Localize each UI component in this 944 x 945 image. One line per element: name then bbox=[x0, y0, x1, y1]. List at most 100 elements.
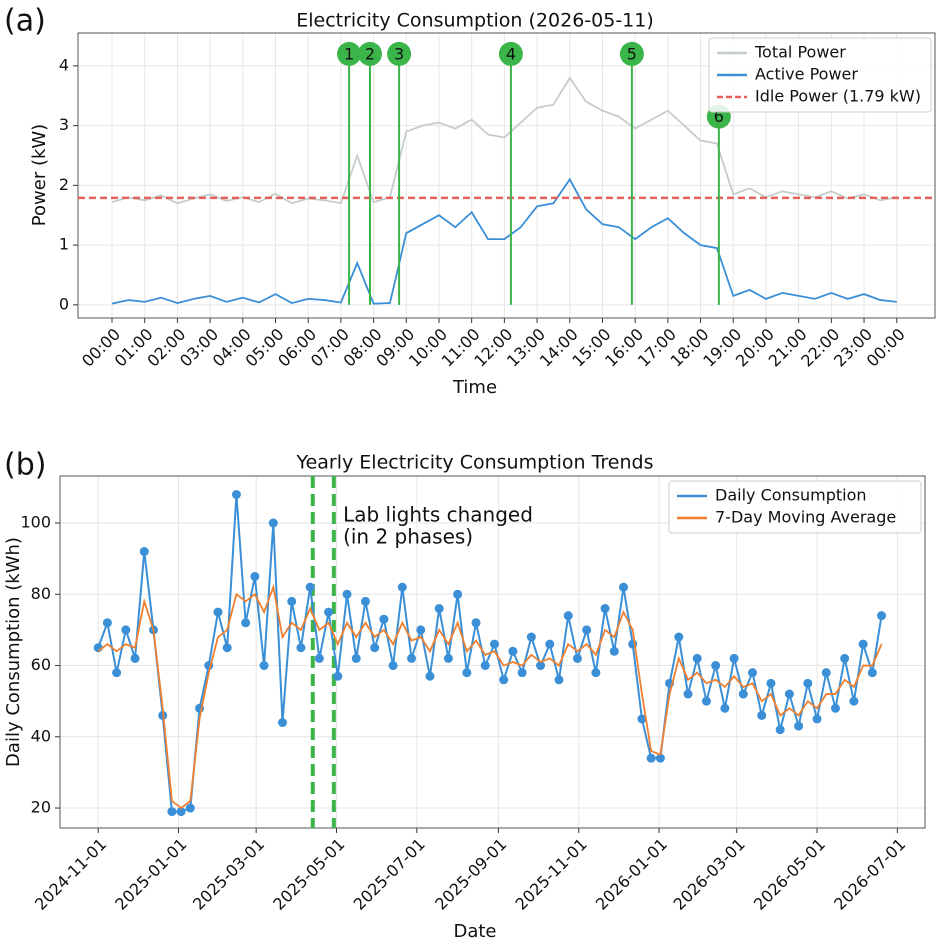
data-point bbox=[416, 625, 426, 635]
y-tick-label: 0 bbox=[59, 294, 69, 313]
data-point bbox=[600, 604, 610, 614]
plot-frame bbox=[59, 475, 926, 829]
legend-box bbox=[668, 480, 922, 534]
data-point bbox=[729, 653, 739, 663]
data-point bbox=[794, 721, 804, 731]
y-tick-label: 20 bbox=[31, 798, 51, 817]
data-point bbox=[536, 661, 546, 671]
data-point bbox=[231, 490, 241, 500]
event-label: 3 bbox=[394, 44, 404, 63]
y-tick-label: 100 bbox=[20, 513, 51, 532]
data-point bbox=[351, 653, 361, 663]
data-point bbox=[554, 675, 564, 685]
y-tick-label: 80 bbox=[31, 584, 51, 603]
event-marker bbox=[387, 41, 412, 66]
data-point bbox=[333, 671, 343, 681]
data-point bbox=[830, 703, 840, 713]
y-tick-label: 60 bbox=[31, 655, 51, 674]
data-point bbox=[784, 689, 794, 699]
data-point bbox=[748, 668, 758, 678]
data-point bbox=[720, 703, 730, 713]
event-marker bbox=[357, 41, 382, 66]
chart-title: Electricity Consumption (2026-05-11) bbox=[296, 10, 654, 32]
event-marker bbox=[337, 41, 362, 66]
data-point bbox=[609, 646, 619, 656]
data-point bbox=[489, 639, 499, 649]
data-point bbox=[646, 753, 656, 763]
data-point bbox=[360, 596, 370, 606]
data-point bbox=[711, 661, 721, 671]
data-point bbox=[102, 618, 112, 628]
data-point bbox=[849, 696, 859, 706]
y-tick-label: 2 bbox=[59, 175, 69, 194]
event-label: 5 bbox=[627, 44, 637, 63]
data-point bbox=[803, 678, 813, 688]
event-label: 2 bbox=[365, 44, 375, 63]
x-tick-label: 00:00 bbox=[863, 325, 909, 371]
x-tick-label: 2025-01-01 bbox=[111, 835, 190, 914]
data-point bbox=[508, 646, 518, 656]
event-label: 6 bbox=[714, 107, 724, 126]
data-point bbox=[757, 710, 767, 720]
data-point bbox=[453, 589, 463, 599]
data-point bbox=[692, 653, 702, 663]
event-label: 4 bbox=[506, 44, 516, 63]
data-point bbox=[766, 678, 776, 688]
data-point bbox=[499, 675, 509, 685]
data-point bbox=[434, 604, 444, 614]
plot-frame bbox=[77, 32, 936, 319]
data-point bbox=[858, 639, 868, 649]
x-tick-label: 2026-07-01 bbox=[830, 835, 909, 914]
data-point bbox=[674, 632, 684, 642]
data-point bbox=[877, 611, 887, 621]
annotation: Lab lights changed bbox=[343, 502, 533, 526]
y-tick-label: 40 bbox=[31, 726, 51, 745]
data-point bbox=[867, 668, 877, 678]
data-point bbox=[176, 807, 186, 817]
annotation: (in 2 phases) bbox=[343, 524, 473, 548]
legend-label: Total Power bbox=[754, 43, 846, 62]
x-tick-label: 2024-11-01 bbox=[31, 835, 110, 914]
legend-label: 7-Day Moving Average bbox=[715, 508, 896, 527]
data-point bbox=[388, 661, 398, 671]
data-point bbox=[582, 625, 592, 635]
data-point bbox=[379, 614, 389, 624]
data-point bbox=[701, 696, 711, 706]
data-point bbox=[213, 607, 223, 617]
x-tick-label: 2026-05-01 bbox=[750, 835, 829, 914]
data-point bbox=[591, 668, 601, 678]
data-point bbox=[112, 668, 122, 678]
legend-box bbox=[708, 37, 932, 113]
data-point bbox=[526, 632, 536, 642]
x-tick-label: 2025-05-01 bbox=[269, 835, 348, 914]
data-point bbox=[545, 639, 555, 649]
data-point bbox=[278, 718, 288, 728]
x-axis-label: Time bbox=[452, 377, 497, 398]
y-axis-label: Power (kW) bbox=[29, 124, 50, 226]
data-point bbox=[471, 618, 481, 628]
chart-title: Yearly Electricity Consumption Trends bbox=[296, 452, 654, 474]
event-marker bbox=[619, 41, 644, 66]
series-line bbox=[97, 583, 883, 810]
data-point bbox=[462, 668, 472, 678]
panel-label: (b) bbox=[4, 448, 46, 483]
x-tick-label: 2025-03-01 bbox=[189, 835, 268, 914]
data-point bbox=[517, 668, 527, 678]
series-line bbox=[111, 177, 897, 305]
data-point bbox=[287, 596, 297, 606]
data-point bbox=[324, 607, 334, 617]
x-axis-label: Date bbox=[453, 921, 496, 942]
data-point bbox=[167, 807, 177, 817]
legend-label: Idle Power (1.79 kW) bbox=[755, 87, 921, 106]
data-point bbox=[563, 611, 573, 621]
data-point bbox=[655, 753, 665, 763]
data-point bbox=[443, 653, 453, 663]
data-point bbox=[139, 547, 149, 557]
data-point bbox=[370, 643, 380, 653]
data-point bbox=[425, 671, 435, 681]
data-point bbox=[480, 661, 490, 671]
data-point bbox=[130, 653, 140, 663]
x-tick-label: 2025-11-01 bbox=[512, 835, 591, 914]
data-point bbox=[407, 653, 417, 663]
